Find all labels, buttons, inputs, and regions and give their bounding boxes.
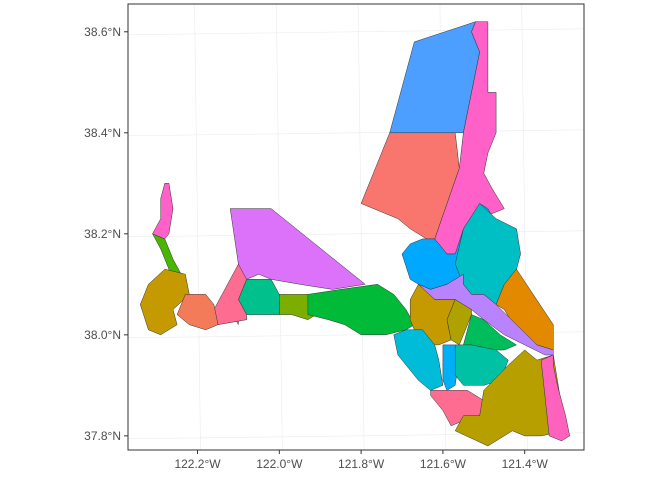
map-region — [446, 299, 472, 346]
axis-layer: 122.2°W 122.0°W 121.8°W 121.6°W 121.4°W 37.8°… — [84, 25, 548, 471]
y-tick-label: 38.0°N — [84, 328, 121, 342]
y-tick-label: 38.6°N — [84, 25, 121, 39]
parallel-line — [127, 129, 585, 137]
parallel-line — [127, 432, 585, 440]
x-tick-label: 122.0°W — [256, 457, 303, 471]
map-region — [152, 183, 174, 240]
x-tick-label: 121.8°W — [338, 457, 385, 471]
map-region — [213, 263, 247, 325]
map-region — [540, 354, 570, 442]
x-tick-label: 122.2°W — [174, 457, 221, 471]
map-region — [140, 268, 190, 336]
parallel-line — [127, 28, 585, 36]
map-region — [176, 294, 219, 331]
region-layer — [140, 21, 570, 447]
y-tick-label: 37.8°N — [84, 429, 121, 443]
panel-border — [127, 3, 585, 451]
map-region — [418, 273, 554, 356]
y-tick-label: 38.4°N — [84, 126, 121, 140]
y-tick-label: 38.2°N — [84, 227, 121, 241]
map-region — [454, 349, 566, 447]
meridian-line — [357, 3, 365, 451]
meridian-line — [194, 3, 201, 451]
x-tick-label: 121.4°W — [502, 457, 549, 471]
map-region — [225, 208, 366, 325]
x-tick-label: 121.6°W — [420, 457, 467, 471]
